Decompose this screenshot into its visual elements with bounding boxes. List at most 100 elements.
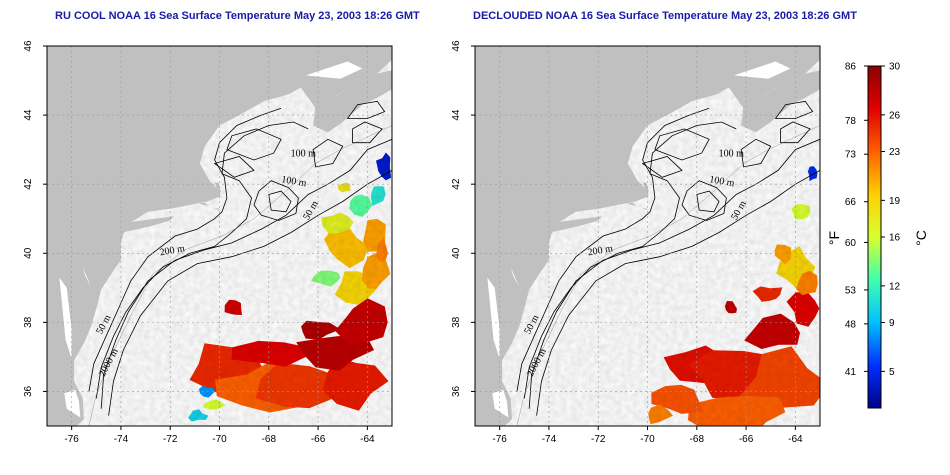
shelf-edge	[88, 125, 392, 426]
lon-tick-label: -74	[114, 434, 129, 445]
fahrenheit-tick-label: 86	[845, 62, 857, 73]
fahrenheit-tick-label: 66	[845, 197, 857, 208]
lon-tick-label: -72	[163, 434, 178, 445]
bay	[492, 389, 509, 418]
land	[47, 46, 392, 426]
landmass	[313, 70, 392, 133]
celsius-tick-label: 23	[889, 147, 901, 158]
isobath-closed	[352, 121, 383, 144]
temperature-colorbar: 30 26 23 19 16 12 9 5 86 78 73 66 60 53 48 41 °F °C	[826, 62, 929, 409]
lat-tick-label: 40	[451, 247, 462, 259]
isobath-closed	[213, 156, 255, 178]
lat-tick-label: 46	[451, 40, 462, 52]
celsius-tick-label: 12	[889, 281, 901, 292]
contour-label: 200 m	[587, 243, 614, 258]
map-title-raw: RU COOL NOAA 16 Sea Surface Temperature …	[55, 10, 420, 22]
fahrenheit-tick-label: 48	[845, 319, 857, 330]
isobath-closed	[253, 180, 299, 221]
mainland	[47, 46, 392, 426]
contour-label: 100 m	[291, 149, 317, 160]
landmass	[122, 216, 174, 233]
isobath	[100, 138, 392, 409]
lat-tick-label: 36	[23, 385, 34, 397]
land	[475, 46, 820, 426]
shelf-edge	[516, 125, 820, 426]
lon-tick-label: -64	[788, 434, 803, 445]
lon-tick-label: -66	[311, 434, 326, 445]
isobath-closed	[654, 128, 710, 161]
isobath-closed	[681, 180, 727, 221]
lat-tick-label: 42	[23, 178, 34, 190]
celsius-tick-label: 26	[889, 110, 901, 121]
colorbar-gradient	[867, 65, 882, 409]
lat-tick-label: 40	[23, 247, 34, 259]
isobath-closed	[268, 190, 292, 213]
lat-tick-label: 42	[451, 178, 462, 190]
fahrenheit-label: °F	[826, 231, 842, 245]
landmass	[203, 182, 221, 197]
isobath	[516, 107, 710, 392]
isobath	[88, 107, 282, 392]
isobath	[536, 170, 820, 416]
isobath	[523, 121, 737, 399]
fahrenheit-tick-label: 78	[845, 116, 857, 127]
lat-tick-label: 36	[451, 385, 462, 397]
isobath	[528, 138, 820, 409]
landmass	[626, 202, 637, 207]
isobath-closed	[312, 138, 344, 168]
celsius-tick-label: 30	[889, 62, 901, 73]
fahrenheit-tick-label: 41	[845, 367, 857, 378]
contour-label: 100 m	[280, 174, 307, 189]
landmass	[641, 208, 649, 211]
celsius-tick-label: 16	[889, 233, 901, 244]
graticule	[475, 46, 820, 426]
isobath	[108, 170, 392, 416]
lon-tick-label: -72	[591, 434, 606, 445]
fahrenheit-tick-label: 60	[845, 238, 857, 249]
bay-of-fundy	[733, 61, 791, 79]
fahrenheit-tick-label: 53	[845, 285, 857, 296]
isobath-closed	[226, 128, 282, 161]
landmass	[213, 208, 221, 211]
lat-tick-label: 38	[23, 316, 34, 328]
contour-label: 200 m	[159, 243, 186, 258]
lat-tick-label: 44	[23, 109, 34, 121]
lon-tick-label: -74	[542, 434, 557, 445]
lon-tick-label: -76	[492, 434, 507, 445]
bay-of-fundy	[305, 61, 363, 79]
landmass	[198, 202, 209, 207]
bay	[59, 277, 72, 359]
contour-label: 100 m	[708, 174, 735, 189]
isobath-closed	[774, 100, 814, 119]
lon-tick-label: -70	[212, 434, 227, 445]
bathymetry-contours	[516, 100, 820, 426]
celsius-tick-label: 9	[889, 318, 895, 329]
celsius-tick-label: 19	[889, 196, 901, 207]
isobath	[95, 121, 309, 399]
lat-tick-label: 38	[451, 316, 462, 328]
landmass	[631, 182, 649, 197]
bay	[487, 277, 500, 359]
map-title-declouded: DECLOUDED NOAA 16 Sea Surface Temperatur…	[473, 10, 857, 22]
isobath-closed	[346, 100, 386, 119]
lon-tick-label: -68	[262, 434, 277, 445]
lon-tick-label: -70	[640, 434, 655, 445]
bathymetry-contours	[88, 100, 392, 426]
landmass	[741, 70, 820, 133]
isobath-closed	[780, 121, 811, 144]
lon-tick-label: -66	[739, 434, 754, 445]
celsius-label: °C	[913, 230, 929, 246]
lat-tick-label: 44	[451, 109, 462, 121]
isobath-closed	[696, 190, 720, 213]
lon-tick-label: -64	[360, 434, 375, 445]
bay	[64, 389, 81, 418]
landmass	[550, 216, 602, 233]
celsius-tick-label: 5	[889, 367, 895, 378]
fahrenheit-tick-label: 73	[845, 150, 857, 161]
contour-label: 100 m	[719, 149, 745, 160]
graticule	[47, 46, 392, 426]
isobath-closed	[641, 156, 683, 178]
